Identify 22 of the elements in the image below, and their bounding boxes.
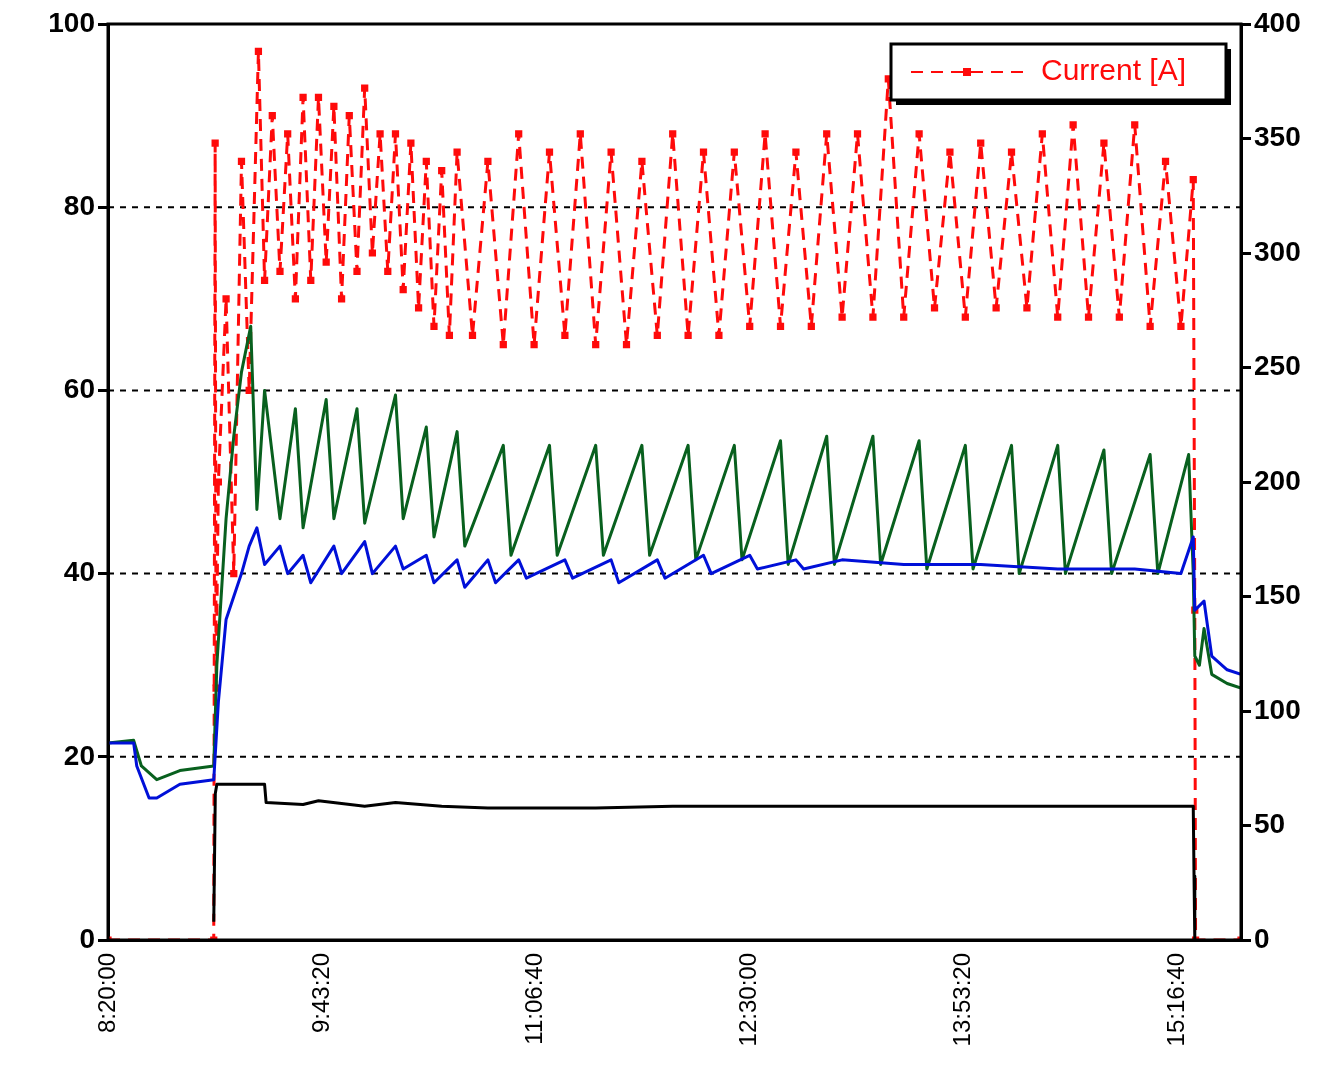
y2-tick-label: 250	[1254, 350, 1301, 382]
y2-tick-label: 100	[1254, 693, 1301, 725]
x-tick-label: 8:20:00	[92, 953, 120, 1034]
x-tick-label: 12:30:00	[734, 953, 762, 1047]
y2-tick-label: 400	[1254, 6, 1301, 38]
x-tick-label: 13:53:20	[948, 953, 976, 1047]
x-tick-label: 15:16:40	[1162, 953, 1190, 1047]
y-tick-label: 100	[48, 6, 95, 38]
y2-tick-label: 50	[1254, 808, 1286, 840]
legend-label: Current [A]	[1041, 53, 1187, 87]
y2-tick-label: 350	[1254, 121, 1301, 153]
y2-tick-label: 300	[1254, 235, 1301, 267]
y-tick-label: 40	[63, 556, 95, 588]
y-tick-label: 20	[63, 739, 95, 771]
x-tick-label: 11:06:40	[520, 953, 548, 1045]
y-tick-label: 80	[63, 189, 95, 221]
x-tick-label: 9:43:20	[306, 953, 334, 1034]
y2-tick-label: 150	[1254, 579, 1301, 611]
y2-tick-label: 0	[1254, 922, 1270, 954]
y-tick-label: 0	[79, 922, 95, 954]
y-tick-label: 60	[63, 373, 95, 405]
y2-tick-label: 200	[1254, 464, 1301, 496]
